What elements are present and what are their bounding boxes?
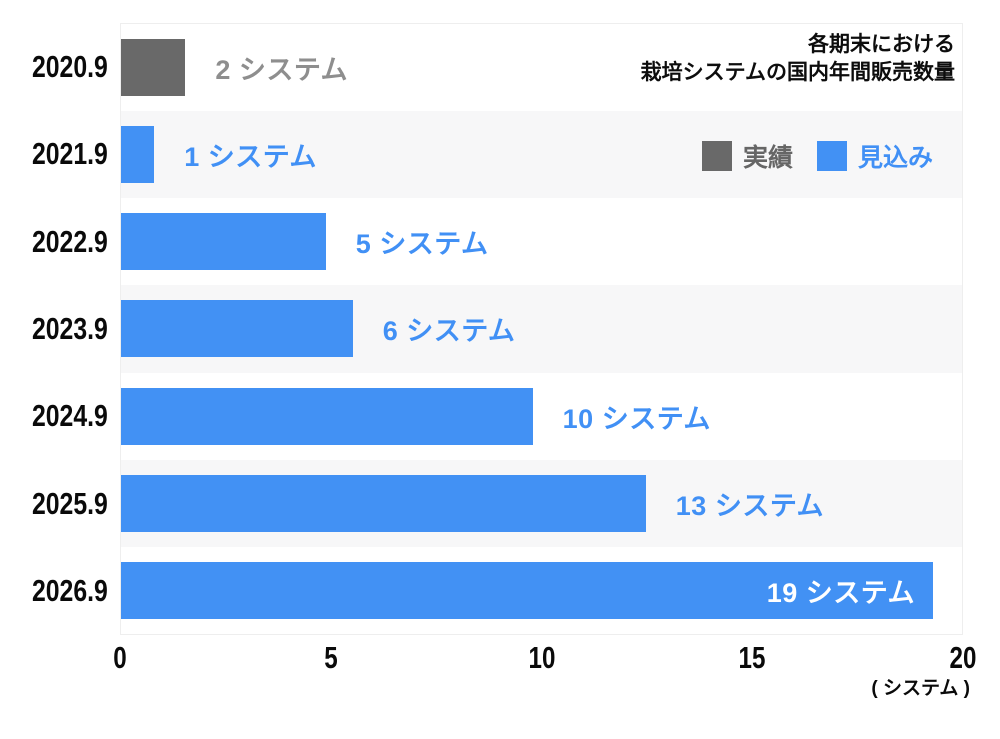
- bar: [121, 387, 533, 445]
- plot-area: 2 システム 1 システム 5 システム 6 システム 10 システム 13 シ…: [120, 23, 963, 635]
- x-axis: 0 5 10 15 20: [113, 640, 976, 676]
- y-axis-label: 2021.9: [0, 110, 108, 197]
- y-axis-label-text: 2025.9: [32, 485, 108, 521]
- legend-item-forecast: 見込み: [816, 138, 933, 174]
- y-axis-label-text: 2022.9: [32, 223, 108, 259]
- legend-label-actual: 実績: [742, 144, 793, 172]
- chart-title-line2: 栽培システムの国内年間販売数量: [640, 61, 955, 85]
- bar: [121, 213, 326, 271]
- legend: 実績 見込み: [701, 138, 933, 174]
- actual-legend-swatch: [701, 141, 732, 171]
- bar: [121, 126, 155, 184]
- y-axis-label-text: 2021.9: [32, 136, 108, 172]
- legend-label-forecast: 見込み: [857, 144, 933, 172]
- bar-value-label: 2 システム: [215, 55, 349, 86]
- y-axis-label: 2026.9: [0, 548, 108, 635]
- y-axis-label: 2025.9: [0, 460, 108, 547]
- y-axis-label-text: 2026.9: [32, 573, 108, 609]
- x-axis-tick-label: 5: [324, 640, 338, 675]
- bar: 19 システム: [121, 561, 933, 619]
- bar-value-label: 6 システム: [382, 316, 516, 347]
- y-axis-label-text: 2024.9: [32, 398, 108, 434]
- bar-value-label: 5 システム: [355, 229, 489, 260]
- chart-row: 19 システム: [121, 546, 962, 634]
- bar-value-label: 13 システム: [675, 490, 825, 521]
- x-axis-tick-label: 0: [113, 640, 127, 675]
- y-axis-label-text: 2023.9: [32, 310, 108, 346]
- chart-row: 5 システム: [121, 198, 962, 286]
- chart-title: 各期末における 栽培システムの国内年間販売数量: [641, 31, 955, 88]
- bar-value-label: 10 システム: [562, 403, 711, 434]
- y-axis-label: 2022.9: [0, 198, 108, 285]
- chart-title-line1: 各期末における: [808, 33, 955, 56]
- y-axis-label: 2024.9: [0, 373, 108, 460]
- x-axis-tick-label: 10: [528, 640, 555, 675]
- bar: [121, 300, 353, 358]
- x-axis-tick-label: 15: [738, 640, 766, 675]
- chart-row: 6 システム: [121, 285, 962, 373]
- bar: [121, 39, 186, 97]
- chart-row: 2 システム: [121, 24, 962, 112]
- x-axis-tick-label: 20: [949, 640, 977, 675]
- bar-value-label: 1 システム: [184, 142, 317, 173]
- chart-row: 10 システム: [121, 372, 962, 460]
- legend-item-actual: 実績: [701, 138, 793, 174]
- y-axis-labels: 2020.9 2021.9 2022.9 2023.9 2024.9 2025.…: [0, 23, 108, 635]
- y-axis-label: 2023.9: [0, 285, 108, 372]
- bar-value-label: 19 システム: [766, 577, 915, 608]
- forecast-legend-swatch: [816, 141, 847, 171]
- x-axis-unit-label: ( システム ): [871, 678, 970, 699]
- chart-row: 13 システム: [121, 459, 962, 547]
- bar: [121, 474, 646, 532]
- y-axis-label-text: 2020.9: [32, 48, 108, 84]
- y-axis-label: 2020.9: [0, 23, 108, 110]
